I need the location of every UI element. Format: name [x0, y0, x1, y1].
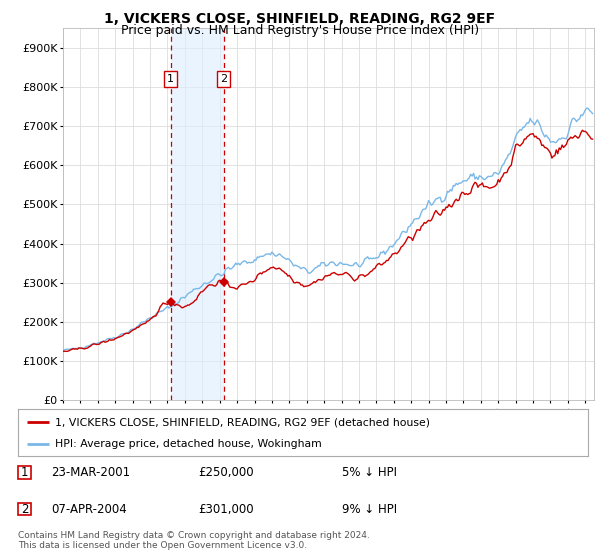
Text: 2: 2 [220, 74, 227, 84]
Text: 23-MAR-2001: 23-MAR-2001 [51, 466, 130, 479]
Text: Price paid vs. HM Land Registry's House Price Index (HPI): Price paid vs. HM Land Registry's House … [121, 24, 479, 37]
Text: Contains HM Land Registry data © Crown copyright and database right 2024.
This d: Contains HM Land Registry data © Crown c… [18, 530, 370, 550]
Text: 5% ↓ HPI: 5% ↓ HPI [342, 466, 397, 479]
Text: HPI: Average price, detached house, Wokingham: HPI: Average price, detached house, Woki… [55, 439, 322, 449]
Text: 1, VICKERS CLOSE, SHINFIELD, READING, RG2 9EF (detached house): 1, VICKERS CLOSE, SHINFIELD, READING, RG… [55, 417, 430, 427]
Text: £301,000: £301,000 [198, 502, 254, 516]
Text: 1: 1 [167, 74, 174, 84]
Text: 07-APR-2004: 07-APR-2004 [51, 502, 127, 516]
Text: 9% ↓ HPI: 9% ↓ HPI [342, 502, 397, 516]
Text: 1, VICKERS CLOSE, SHINFIELD, READING, RG2 9EF: 1, VICKERS CLOSE, SHINFIELD, READING, RG… [104, 12, 496, 26]
Bar [171, 28, 224, 400]
Text: 2: 2 [21, 502, 28, 516]
Text: 1: 1 [21, 466, 28, 479]
Text: £250,000: £250,000 [198, 466, 254, 479]
